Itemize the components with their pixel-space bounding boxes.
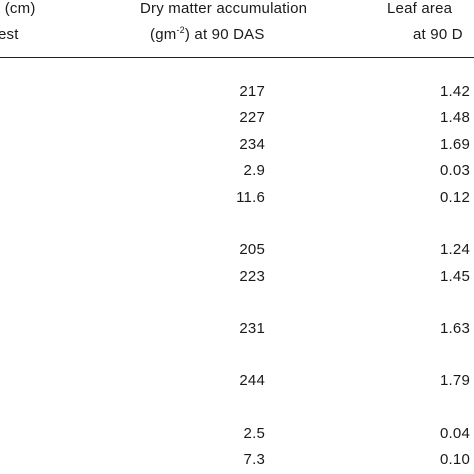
leaf-area-cell: 1.63 — [440, 320, 470, 337]
col2-header-line1: Dry matter accumulation — [140, 0, 308, 17]
dry-matter-cell: 231 — [239, 320, 265, 337]
col2-header-unit-pre: (gm — [150, 26, 177, 43]
leaf-area-cell: 0.10 — [440, 451, 470, 468]
dry-matter-cell: 217 — [239, 83, 265, 100]
dry-matter-cell: 234 — [239, 136, 265, 153]
dry-matter-cell: 2.5 — [243, 425, 265, 442]
col1-header-line1: t (cm) — [0, 0, 36, 17]
dry-matter-cell: 244 — [239, 372, 265, 389]
col1-header-line2: est — [0, 26, 19, 43]
dry-matter-cell: 205 — [239, 241, 265, 258]
header-rule — [0, 57, 474, 58]
col2-header-unit-sup: -2 — [176, 25, 185, 35]
dry-matter-cell: 223 — [239, 268, 265, 285]
dry-matter-cell: 7.3 — [243, 451, 265, 468]
dry-matter-cell: 227 — [239, 109, 265, 126]
leaf-area-cell: 0.04 — [440, 425, 470, 442]
leaf-area-cell: 1.79 — [440, 372, 470, 389]
leaf-area-cell: 1.48 — [440, 109, 470, 126]
leaf-area-cell: 1.69 — [440, 136, 470, 153]
dry-matter-cell: 11.6 — [236, 189, 265, 206]
leaf-area-cell: 1.42 — [440, 83, 470, 100]
leaf-area-cell: 1.45 — [440, 268, 470, 285]
dry-matter-cell: 2.9 — [243, 162, 265, 179]
leaf-area-cell: 0.03 — [440, 162, 470, 179]
col3-header-line1: Leaf area — [387, 0, 453, 17]
col3-header-line2: at 90 D — [413, 26, 463, 43]
col2-header-line2: (gm-2) at 90 DAS — [150, 26, 265, 44]
leaf-area-cell: 1.24 — [440, 241, 470, 258]
col2-header-unit-post: ) at 90 DAS — [184, 26, 265, 43]
leaf-area-cell: 0.12 — [440, 189, 470, 206]
